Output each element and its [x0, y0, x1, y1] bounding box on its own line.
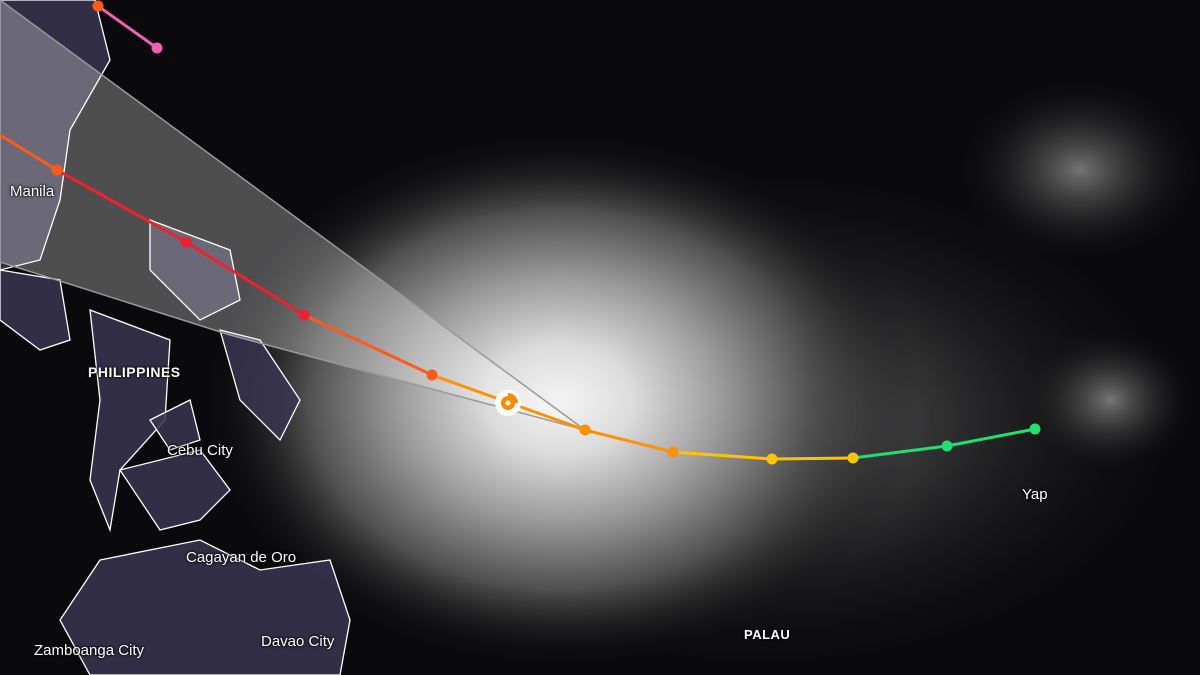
forecast-point[interactable] — [426, 369, 438, 381]
storm-track — [0, 0, 1041, 465]
label-zamboanga-city: Zamboanga City — [34, 642, 145, 659]
island-outline — [0, 269, 71, 351]
tropical-cyclone-icon[interactable] — [495, 390, 521, 416]
track-segment — [852, 444, 948, 460]
forecast-point[interactable] — [766, 453, 778, 465]
track-segment — [946, 427, 1036, 448]
forecast-point[interactable] — [298, 309, 310, 321]
label-palau: PALAU — [744, 627, 791, 642]
forecast-point[interactable] — [92, 0, 104, 12]
island-outline — [89, 309, 171, 533]
cloud-band — [1025, 330, 1195, 470]
island-outline — [219, 329, 301, 442]
forecast-point[interactable] — [51, 164, 63, 176]
forecast-point[interactable] — [180, 236, 192, 248]
track-segment — [0, 133, 58, 172]
label-davao-city: Davao City — [261, 633, 335, 650]
island-outline — [149, 399, 201, 451]
cloud-band — [960, 80, 1200, 260]
track-segment — [303, 313, 433, 377]
forecast-point[interactable] — [667, 446, 679, 458]
track-segment — [56, 168, 187, 244]
track-segment — [672, 450, 773, 461]
label-yap: Yap — [1022, 486, 1048, 503]
label-philippines: PHILIPPINES — [88, 364, 181, 380]
island-outline — [149, 219, 241, 321]
forecast-cone — [0, 0, 586, 431]
label-cebu-city: Cebu City — [167, 442, 233, 459]
island-outline — [118, 449, 231, 531]
philippines-landmass — [0, 0, 351, 675]
island-outline — [59, 539, 351, 675]
typhoon-cloud — [200, 130, 920, 670]
forecast-point[interactable] — [941, 440, 953, 452]
track-segment — [584, 428, 674, 454]
forecast-point[interactable] — [579, 424, 591, 436]
track-segment — [97, 4, 158, 50]
forecast-point[interactable] — [847, 452, 859, 464]
label-cagayan-de-oro: Cagayan de Oro — [186, 549, 297, 566]
track-segment — [771, 456, 854, 461]
forecast-point[interactable] — [1029, 423, 1041, 435]
label-manila: Manila — [10, 183, 55, 200]
track-segment — [185, 240, 305, 317]
forecast-point[interactable] — [151, 42, 163, 54]
